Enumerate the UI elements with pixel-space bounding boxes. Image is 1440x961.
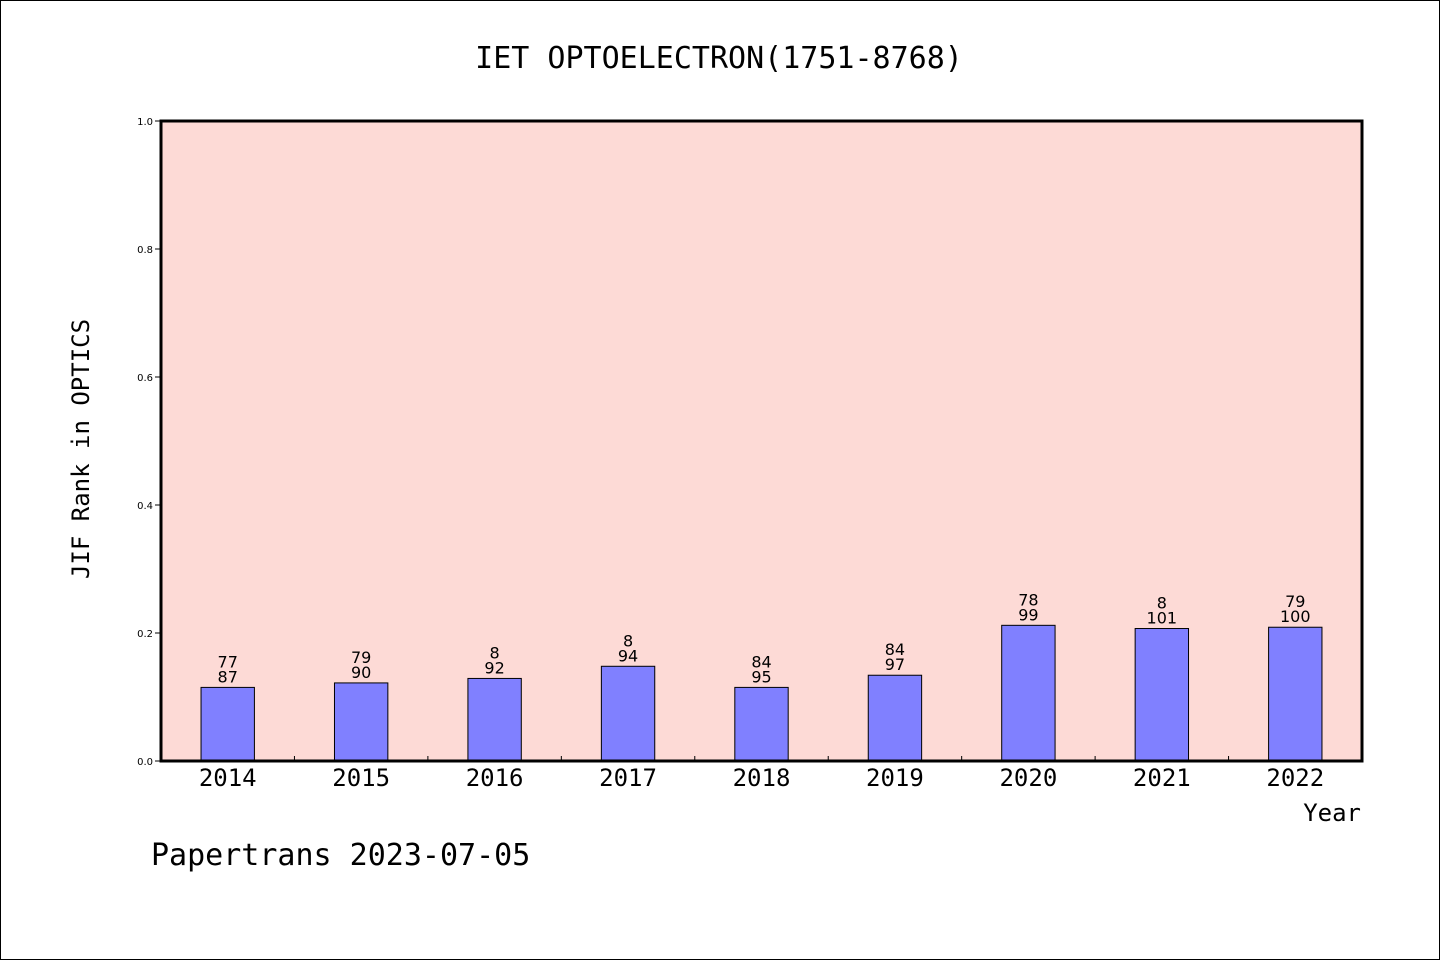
y-tick-label: 1.0	[137, 117, 153, 128]
y-axis-ticks: 0.0 0.2 0.4 0.6 0.8 1.0	[137, 117, 161, 768]
bar-label-total: 92	[484, 658, 504, 677]
chart-title: IET OPTOELECTRON(1751-8768)	[475, 41, 963, 76]
bars-group	[200, 624, 1323, 762]
bar-label-total: 94	[618, 646, 638, 665]
x-tick-label: 2015	[332, 764, 390, 792]
bar	[867, 674, 923, 762]
bar-label-rank: 84	[751, 652, 771, 671]
bar-label-rank: 77	[218, 652, 238, 671]
x-tick-label: 2014	[199, 764, 257, 792]
bar-label-rank: 84	[885, 640, 905, 659]
bar	[1268, 626, 1323, 762]
bar-label-total: 95	[751, 667, 771, 686]
x-axis-label: Year	[1303, 799, 1361, 827]
bar-label-total: 100	[1280, 607, 1311, 626]
bar-label-rank: 79	[351, 648, 371, 667]
bar-label-rank: 8	[490, 643, 500, 662]
bar	[1001, 624, 1056, 762]
bar	[333, 682, 389, 762]
x-tick-label: 2018	[733, 764, 791, 792]
x-tick-label: 2020	[999, 764, 1057, 792]
bar-label-rank: 79	[1285, 592, 1305, 611]
bar-label-total: 101	[1147, 609, 1178, 628]
bar	[1134, 628, 1190, 762]
x-tick-label: 2021	[1133, 764, 1191, 792]
bar	[467, 677, 522, 762]
plot-border	[159, 119, 1364, 763]
bar-label-rank: 78	[1018, 590, 1038, 609]
x-axis-ticks: 2014 2015 2016 2017 2018 2019 2020 2021 2022	[199, 756, 1324, 792]
x-tick-label: 2016	[466, 764, 524, 792]
bar-label-total: 97	[885, 655, 905, 674]
x-tick-label: 2017	[599, 764, 657, 792]
bar-label-total: 87	[218, 667, 238, 686]
bar	[600, 665, 656, 762]
bar	[734, 686, 789, 762]
bar	[200, 686, 255, 762]
bar-label-total: 90	[351, 663, 371, 682]
y-tick-label: 0.0	[137, 757, 153, 768]
watermark-text: Papertrans 2023-07-05	[151, 838, 530, 873]
bar-label-total: 99	[1018, 605, 1038, 624]
y-tick-label: 0.4	[137, 501, 153, 512]
y-tick-label: 0.8	[137, 245, 153, 256]
y-tick-label: 0.2	[137, 629, 153, 640]
bar-label-rank: 8	[1157, 594, 1167, 613]
y-tick-label: 0.6	[137, 373, 153, 384]
x-tick-label: 2019	[866, 764, 924, 792]
bar-label-rank: 8	[623, 631, 633, 650]
x-tick-label: 2022	[1266, 764, 1324, 792]
y-axis-label: JIF Rank in OPTICS	[67, 319, 95, 579]
